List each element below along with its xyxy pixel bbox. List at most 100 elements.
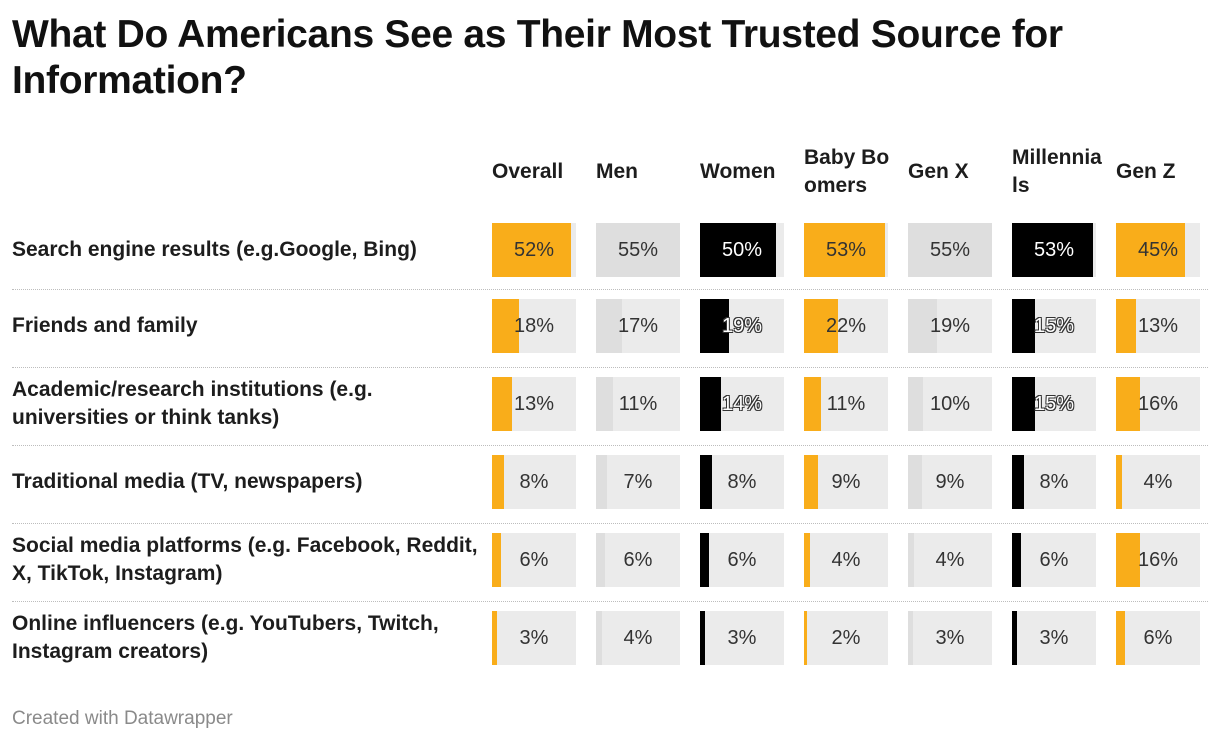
table-cell: 4% [908, 533, 992, 587]
table-cell: 9% [908, 455, 992, 509]
row-label: Friends and family [12, 314, 198, 337]
footer-credit: Created with Datawrapper [12, 708, 233, 729]
row-label: Traditional media (TV, newspapers) [12, 470, 363, 493]
value-label: 11% [826, 392, 866, 415]
table-cell: 15% [1012, 299, 1096, 353]
value-bar [492, 223, 571, 277]
value-label: 17% [617, 314, 659, 337]
value-bar [804, 299, 838, 353]
table-cell: 16% [1116, 533, 1200, 587]
value-bar [596, 299, 622, 353]
value-bar [1116, 611, 1125, 665]
row-label: Search engine results (e.g.Google, Bing) [12, 238, 417, 261]
table-cell: 6% [1116, 611, 1200, 665]
table-cell: 18% [492, 299, 576, 353]
value-bar [492, 377, 512, 431]
row-divider [12, 445, 1208, 446]
table-cell: 8% [492, 455, 576, 509]
value-bar [1012, 223, 1093, 277]
table-cell: 6% [492, 533, 576, 587]
value-label: 6% [623, 548, 653, 571]
value-label: 10% [929, 392, 971, 415]
value-bar [908, 455, 922, 509]
column-header-gen-x: Gen X [908, 160, 969, 183]
value-bar [596, 455, 607, 509]
value-label: 13% [1137, 314, 1179, 337]
value-label: 15% [1033, 392, 1075, 415]
column-header-gen-z: Gen Z [1116, 160, 1176, 183]
value-bar [908, 299, 937, 353]
column-header-overall: Overall [492, 160, 564, 183]
value-bar [700, 223, 776, 277]
value-label: 15% [1033, 314, 1075, 337]
table-cell: 19% [908, 299, 992, 353]
value-bar [596, 533, 605, 587]
table-cell: 15% [1012, 377, 1096, 431]
value-bar [492, 455, 504, 509]
value-label: 4% [831, 548, 861, 571]
value-label: 50% [721, 238, 763, 261]
column-header-millennials: Millennials [1012, 146, 1102, 197]
value-label: 19% [929, 314, 971, 337]
value-label: 13% [513, 392, 555, 415]
value-label: 55% [929, 238, 971, 261]
value-bar [1012, 611, 1017, 665]
table-cell: 3% [492, 611, 576, 665]
value-label: 6% [727, 548, 757, 571]
value-label: 8% [727, 470, 757, 493]
row-label: Online influencers (e.g. YouTubers, Twit… [12, 612, 439, 663]
value-label: 18% [513, 314, 555, 337]
table-cell: 17% [596, 299, 680, 353]
value-bar [492, 299, 519, 353]
table-cell: 45% [1116, 223, 1200, 277]
row-divider [12, 523, 1208, 524]
value-label: 4% [1143, 470, 1173, 493]
table-cell: 2% [804, 611, 888, 665]
value-label: 6% [1039, 548, 1069, 571]
table-cell: 7% [596, 455, 680, 509]
row-divider [12, 367, 1208, 368]
table-cell: 50% [700, 223, 784, 277]
value-bar [804, 533, 810, 587]
value-bar [804, 611, 807, 665]
table-cell: 55% [596, 223, 680, 277]
value-label: 52% [513, 238, 555, 261]
table-cell: 55% [908, 223, 992, 277]
table-cell: 13% [492, 377, 576, 431]
value-label: 55% [617, 238, 659, 261]
table-cell: 53% [804, 223, 888, 277]
value-label: 6% [519, 548, 549, 571]
row-divider [12, 289, 1208, 290]
table-cell: 3% [908, 611, 992, 665]
table-cell: 3% [1012, 611, 1096, 665]
value-bar [700, 377, 721, 431]
table-cell: 11% [804, 377, 888, 431]
value-bar [804, 223, 885, 277]
value-label: 4% [623, 626, 653, 649]
value-bar [1116, 299, 1136, 353]
value-bar [908, 533, 914, 587]
value-bar [700, 455, 712, 509]
table-cell: 11% [596, 377, 680, 431]
value-label: 16% [1137, 392, 1179, 415]
value-bar [1012, 299, 1035, 353]
value-label: 8% [519, 470, 549, 493]
table-cell: 8% [700, 455, 784, 509]
table-cell: 19% [700, 299, 784, 353]
table-cell: 53% [1012, 223, 1096, 277]
column-header-baby-boomers: Baby Boomers [804, 146, 890, 197]
table-cell: 4% [804, 533, 888, 587]
column-header-men: Men [596, 160, 638, 183]
value-bar [908, 611, 913, 665]
table-cell: 10% [908, 377, 992, 431]
table-cell: 22% [804, 299, 888, 353]
table-cell: 8% [1012, 455, 1096, 509]
value-bar [908, 377, 923, 431]
table-cell: 4% [1116, 455, 1200, 509]
table-cell: 6% [700, 533, 784, 587]
table-cell: 9% [804, 455, 888, 509]
value-label: 6% [1143, 626, 1173, 649]
table-cell: 13% [1116, 299, 1200, 353]
value-bar [492, 611, 497, 665]
value-bar [1012, 533, 1021, 587]
